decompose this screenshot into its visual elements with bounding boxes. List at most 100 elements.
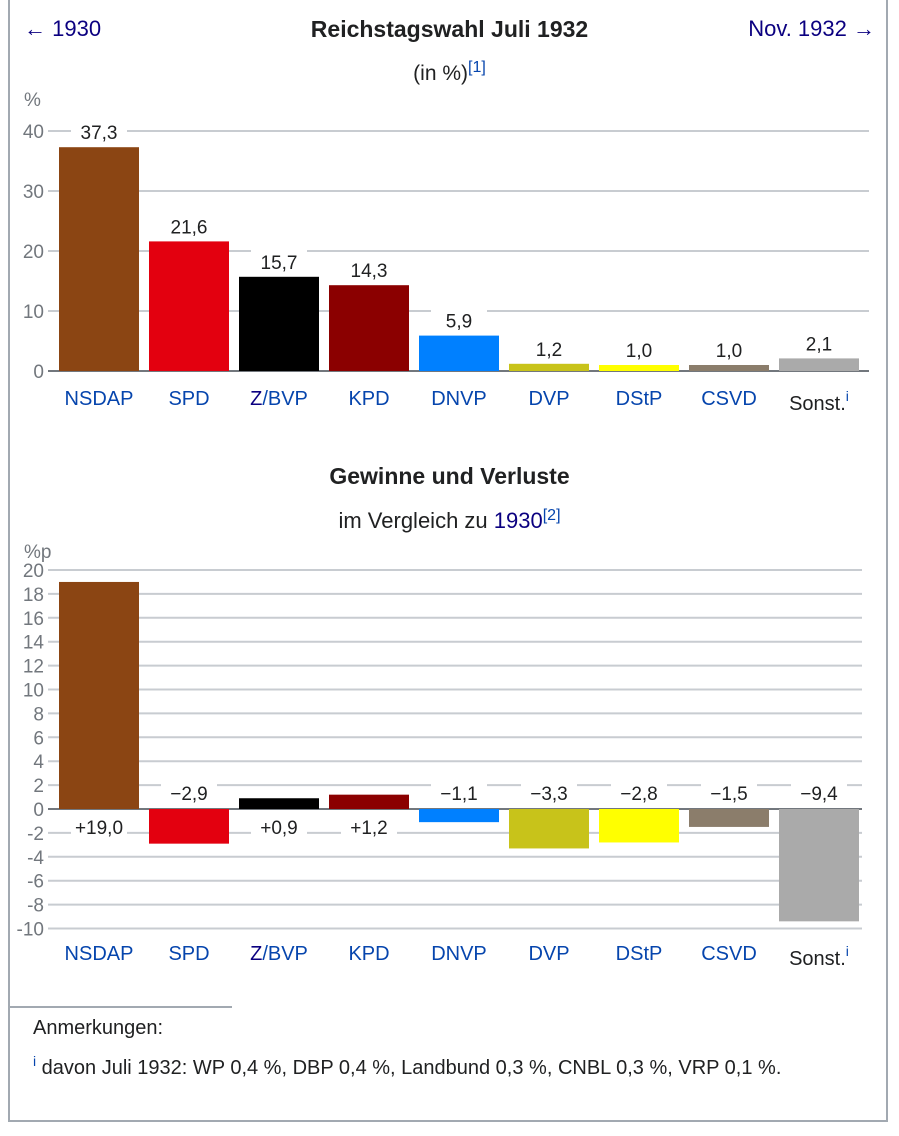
value-label: 14,3 bbox=[351, 261, 388, 282]
bar-dvp bbox=[509, 809, 589, 849]
chart-subtitle: (in %)[1] bbox=[0, 59, 899, 86]
subtitle-text: im Vergleich zu bbox=[338, 508, 494, 533]
footnote-marker[interactable]: i bbox=[846, 388, 849, 404]
bar-zbvp bbox=[239, 276, 319, 371]
note-text: i davon Juli 1932: WP 0,4 %, DBP 0,4 %, … bbox=[33, 1050, 863, 1086]
note-marker: i bbox=[33, 1053, 37, 1069]
value-label: −2,9 bbox=[170, 784, 208, 805]
y-tick-label: 10 bbox=[23, 302, 44, 323]
bar-dstp bbox=[599, 365, 679, 371]
category-label[interactable]: NSDAP bbox=[65, 943, 134, 965]
bar-csvd bbox=[689, 365, 769, 371]
label-background bbox=[251, 814, 307, 840]
label-background bbox=[791, 330, 847, 357]
category-label[interactable]: NSDAP bbox=[65, 388, 134, 410]
bar-dnvp bbox=[419, 809, 499, 823]
note-body: davon Juli 1932: WP 0,4 %, DBP 0,4 %, La… bbox=[36, 1057, 782, 1079]
value-label: 5,9 bbox=[446, 312, 472, 333]
bar-nsdap bbox=[59, 147, 139, 371]
gains-losses-chart: %p -10 -8 -6 -4 -2 0 2 4 6 810 12 14 16 18 20 +19,0 NSDAP… bbox=[17, 542, 862, 970]
category-label[interactable]: DVP bbox=[528, 388, 569, 410]
comparison-year-link[interactable]: 1930 bbox=[493, 508, 543, 533]
y-tick-label: -8 bbox=[27, 896, 44, 917]
bar-spd bbox=[149, 241, 229, 371]
category-label[interactable]: KPD bbox=[348, 388, 389, 410]
category-label[interactable]: KPD bbox=[348, 943, 389, 965]
y-tick-label: 20 bbox=[23, 561, 44, 582]
value-label: 15,7 bbox=[261, 253, 298, 274]
y-tick-label: 6 bbox=[33, 728, 44, 749]
value-label: +0,9 bbox=[260, 818, 298, 839]
category-label[interactable]: DStP bbox=[616, 943, 663, 965]
label-background bbox=[161, 213, 217, 240]
category-label[interactable]: CSVD bbox=[701, 943, 757, 965]
label-background bbox=[791, 780, 847, 806]
label-background bbox=[71, 119, 127, 146]
notes-heading: Anmerkungen: bbox=[33, 1017, 164, 1039]
value-label: 21,6 bbox=[171, 217, 208, 238]
chart-title: Reichstagswahl Juli 1932 bbox=[310, 16, 589, 42]
label-background bbox=[521, 335, 577, 362]
category-label[interactable]: Z/BVP bbox=[250, 943, 308, 965]
footnote-marker[interactable]: i bbox=[846, 943, 849, 959]
previous-election-link[interactable]: ← 1930 bbox=[24, 16, 102, 41]
next-election-link[interactable]: Nov. 1932 → bbox=[748, 16, 875, 41]
label-background bbox=[701, 337, 757, 363]
reference-link[interactable]: [1] bbox=[468, 59, 486, 76]
reference-link[interactable]: [2] bbox=[542, 507, 561, 524]
category-label[interactable]: SPD bbox=[168, 388, 209, 410]
value-label: −1,5 bbox=[710, 784, 748, 805]
bar-csvd bbox=[689, 809, 769, 827]
y-tick-label: 2 bbox=[33, 776, 44, 797]
y-tick-label: -10 bbox=[17, 920, 44, 941]
category-label[interactable]: DStP bbox=[616, 388, 663, 410]
label-background bbox=[251, 248, 307, 275]
y-tick-label: -2 bbox=[27, 824, 44, 845]
category-label: Sonst.i bbox=[789, 388, 849, 415]
label-background bbox=[71, 814, 127, 840]
value-label: 2,1 bbox=[806, 334, 832, 355]
label-background bbox=[161, 780, 217, 806]
y-tick-label: -6 bbox=[27, 872, 44, 893]
value-label: −3,3 bbox=[530, 784, 568, 805]
value-label: +19,0 bbox=[75, 818, 123, 839]
chart-frame bbox=[8, 0, 888, 1122]
category-label[interactable]: DNVP bbox=[431, 943, 487, 965]
bar-sonst bbox=[779, 358, 859, 371]
y-tick-label: -4 bbox=[27, 848, 44, 869]
footnote-divider bbox=[8, 1006, 232, 1008]
y-tick-label: 10 bbox=[23, 681, 44, 702]
y-tick-label: 4 bbox=[33, 752, 44, 773]
y-tick-label: 12 bbox=[23, 657, 44, 678]
bar-dvp bbox=[509, 363, 589, 371]
chart-title: Gewinne und Verluste bbox=[329, 463, 570, 489]
subtitle-text: (in %) bbox=[413, 62, 469, 85]
bar-spd bbox=[149, 809, 229, 844]
bar-dstp bbox=[599, 809, 679, 843]
y-tick-label: 30 bbox=[23, 182, 44, 203]
y-tick-label: 0 bbox=[33, 800, 44, 821]
bar-nsdap bbox=[59, 581, 139, 809]
chart-subtitle: im Vergleich zu 1930[2] bbox=[0, 508, 899, 534]
results-chart: % 0 10 20 30 40 37,3 NSDAP 21,6 SPD 15,7 Z/BVP 14,3 K… bbox=[23, 90, 869, 415]
label-background bbox=[431, 780, 487, 806]
y-tick-label: 0 bbox=[33, 362, 44, 383]
value-label: +1,2 bbox=[350, 818, 388, 839]
category-label[interactable]: CSVD bbox=[701, 388, 757, 410]
value-label: −1,1 bbox=[440, 784, 478, 805]
value-label: 1,2 bbox=[536, 340, 562, 361]
category-label[interactable]: DVP bbox=[528, 943, 569, 965]
y-tick-label: 14 bbox=[23, 633, 45, 654]
label-background bbox=[611, 780, 667, 806]
label-background bbox=[341, 257, 397, 284]
value-label: −9,4 bbox=[800, 784, 838, 805]
y-axis-unit: %p bbox=[24, 542, 51, 563]
y-tick-label: 8 bbox=[33, 704, 44, 725]
category-label: Sonst.i bbox=[789, 943, 849, 970]
category-label[interactable]: Z/BVP bbox=[250, 388, 308, 410]
category-label[interactable]: DNVP bbox=[431, 388, 487, 410]
category-label[interactable]: SPD bbox=[168, 943, 209, 965]
label-background bbox=[341, 814, 397, 840]
value-label: −2,8 bbox=[620, 784, 658, 805]
bar-kpd bbox=[329, 285, 409, 371]
